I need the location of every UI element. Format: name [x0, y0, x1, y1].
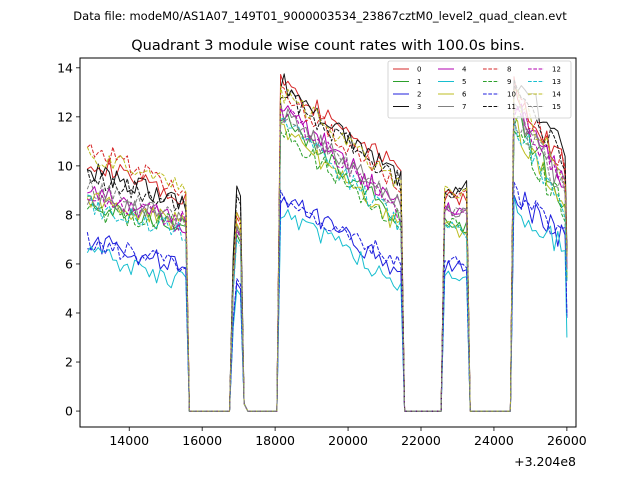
x-tick-label: 24000 — [474, 433, 514, 448]
x-offset-label: +3.204e8 — [514, 454, 576, 469]
x-tick-label: 26000 — [547, 433, 587, 448]
x-tick-label: 20000 — [328, 433, 368, 448]
legend-label-0: 0 — [417, 66, 421, 74]
x-tick-label: 14000 — [109, 433, 149, 448]
chart-title: Quadrant 3 module wise count rates with … — [131, 38, 525, 54]
legend-label-14: 14 — [552, 91, 561, 99]
y-tick-label: 14 — [57, 60, 73, 75]
plot-area: 14000 16000 18000 20000 22000 24000 26000 0 2 4 6 8… — [57, 57, 587, 448]
legend-label-2: 2 — [417, 91, 421, 99]
legend-label-4: 4 — [462, 66, 467, 74]
axes-frame — [79, 57, 577, 428]
series-line-8 — [86, 85, 568, 412]
figure-suptitle: Data file: modeM0/AS1A07_149T01_90000035… — [73, 9, 567, 23]
legend-label-3: 3 — [417, 103, 421, 111]
legend-label-13: 13 — [552, 78, 561, 86]
x-tick-label: 22000 — [401, 433, 441, 448]
series-line-12 — [87, 104, 568, 412]
ticks-layer: 14000 16000 18000 20000 22000 24000 26000 0 2 4 6 8… — [57, 60, 587, 448]
legend-label-1: 1 — [417, 78, 421, 86]
series-line-9 — [86, 128, 568, 412]
legend-label-5: 5 — [462, 78, 466, 86]
x-tick-label: 16000 — [182, 433, 222, 448]
x-tick-label: 18000 — [255, 433, 295, 448]
legend-label-7: 7 — [462, 103, 466, 111]
legend-label-11: 11 — [507, 103, 516, 111]
legend-label-9: 9 — [507, 78, 511, 86]
y-tick-label: 12 — [57, 109, 73, 124]
series-layer — [86, 73, 568, 412]
y-tick-label: 4 — [65, 305, 73, 320]
y-tick-label: 0 — [65, 404, 73, 419]
legend-label-12: 12 — [552, 66, 561, 74]
series-line-15 — [86, 118, 568, 412]
legend-label-8: 8 — [507, 66, 511, 74]
series-line-10 — [86, 181, 568, 412]
legend-label-15: 15 — [552, 103, 561, 111]
y-tick-label: 8 — [65, 207, 73, 222]
legend-box — [387, 60, 572, 119]
y-tick-label: 10 — [57, 158, 73, 173]
y-tick-label: 2 — [65, 355, 73, 370]
y-tick-label: 6 — [65, 256, 73, 271]
legend-label-6: 6 — [462, 91, 467, 99]
legend-label-10: 10 — [507, 91, 516, 99]
